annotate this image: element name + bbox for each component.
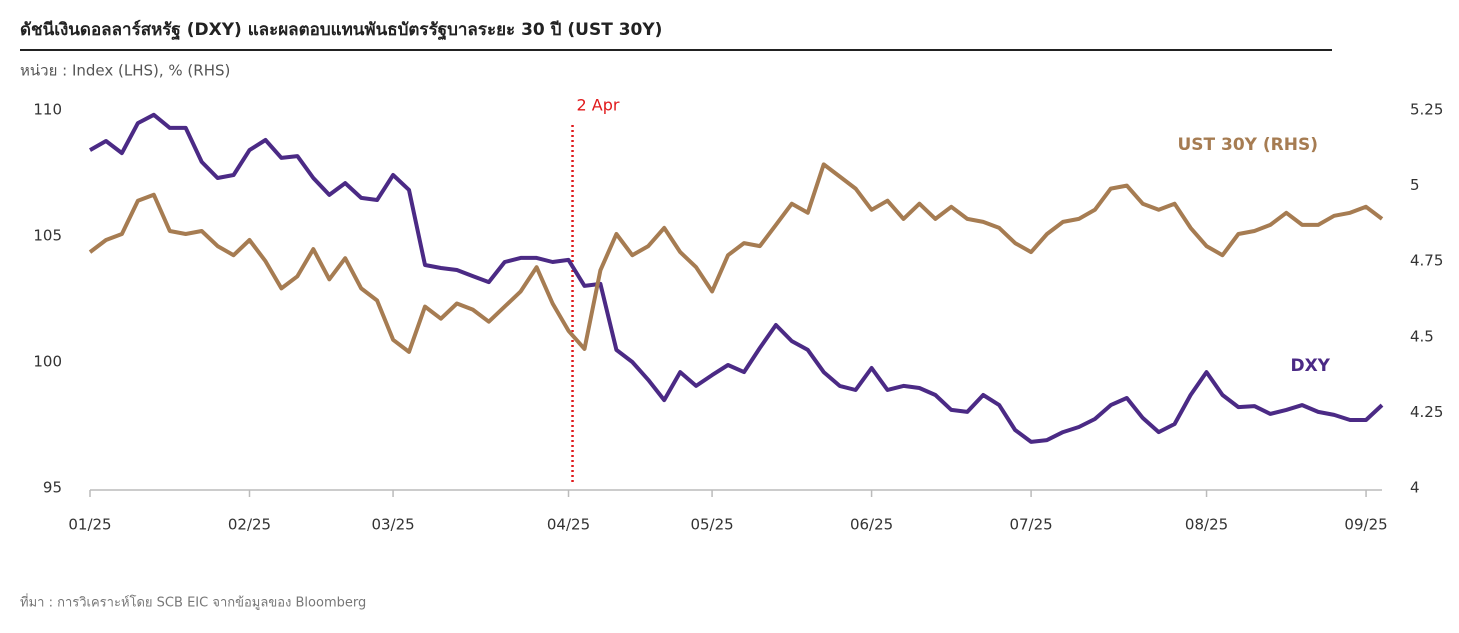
x-tick-label: 04/25 <box>547 516 590 534</box>
legend-label: DXY <box>1290 356 1330 376</box>
x-tick-label: 05/25 <box>690 516 733 534</box>
y-tick-label: 110 <box>33 101 62 119</box>
y2-tick-label: 5 <box>1410 176 1420 194</box>
y-tick-label: 95 <box>43 479 62 497</box>
x-tick-label: 07/25 <box>1009 516 1052 534</box>
x-tick-label: 08/25 <box>1185 516 1228 534</box>
legend-label: UST 30Y (RHS) <box>1177 135 1318 155</box>
x-tick-label: 06/25 <box>850 516 893 534</box>
annotation-label: 2 Apr <box>577 96 620 115</box>
unit-note: หน่วย : Index (LHS), % (RHS) <box>20 62 230 80</box>
x-tick-label: 02/25 <box>228 516 271 534</box>
y-tick-label: 105 <box>33 227 62 245</box>
x-tick-label: 09/25 <box>1344 516 1387 534</box>
chart-title: ดัชนีเงินดอลลาร์สหรัฐ (DXY) และผลตอบแทนพ… <box>20 19 662 41</box>
x-tick-label: 01/25 <box>68 516 111 534</box>
y-tick-label: 100 <box>33 353 62 371</box>
series-line <box>88 162 1384 354</box>
y2-tick-label: 4 <box>1410 479 1420 497</box>
series-line <box>89 112 1384 444</box>
source-note: ที่มา : การวิเคราะห์โดย SCB EIC จากข้อมู… <box>20 594 366 611</box>
x-tick-label: 03/25 <box>371 516 414 534</box>
y2-tick-label: 5.25 <box>1410 101 1443 119</box>
y2-tick-label: 4.75 <box>1410 252 1443 270</box>
y2-tick-label: 4.5 <box>1410 327 1434 345</box>
y2-tick-label: 4.25 <box>1410 403 1443 421</box>
